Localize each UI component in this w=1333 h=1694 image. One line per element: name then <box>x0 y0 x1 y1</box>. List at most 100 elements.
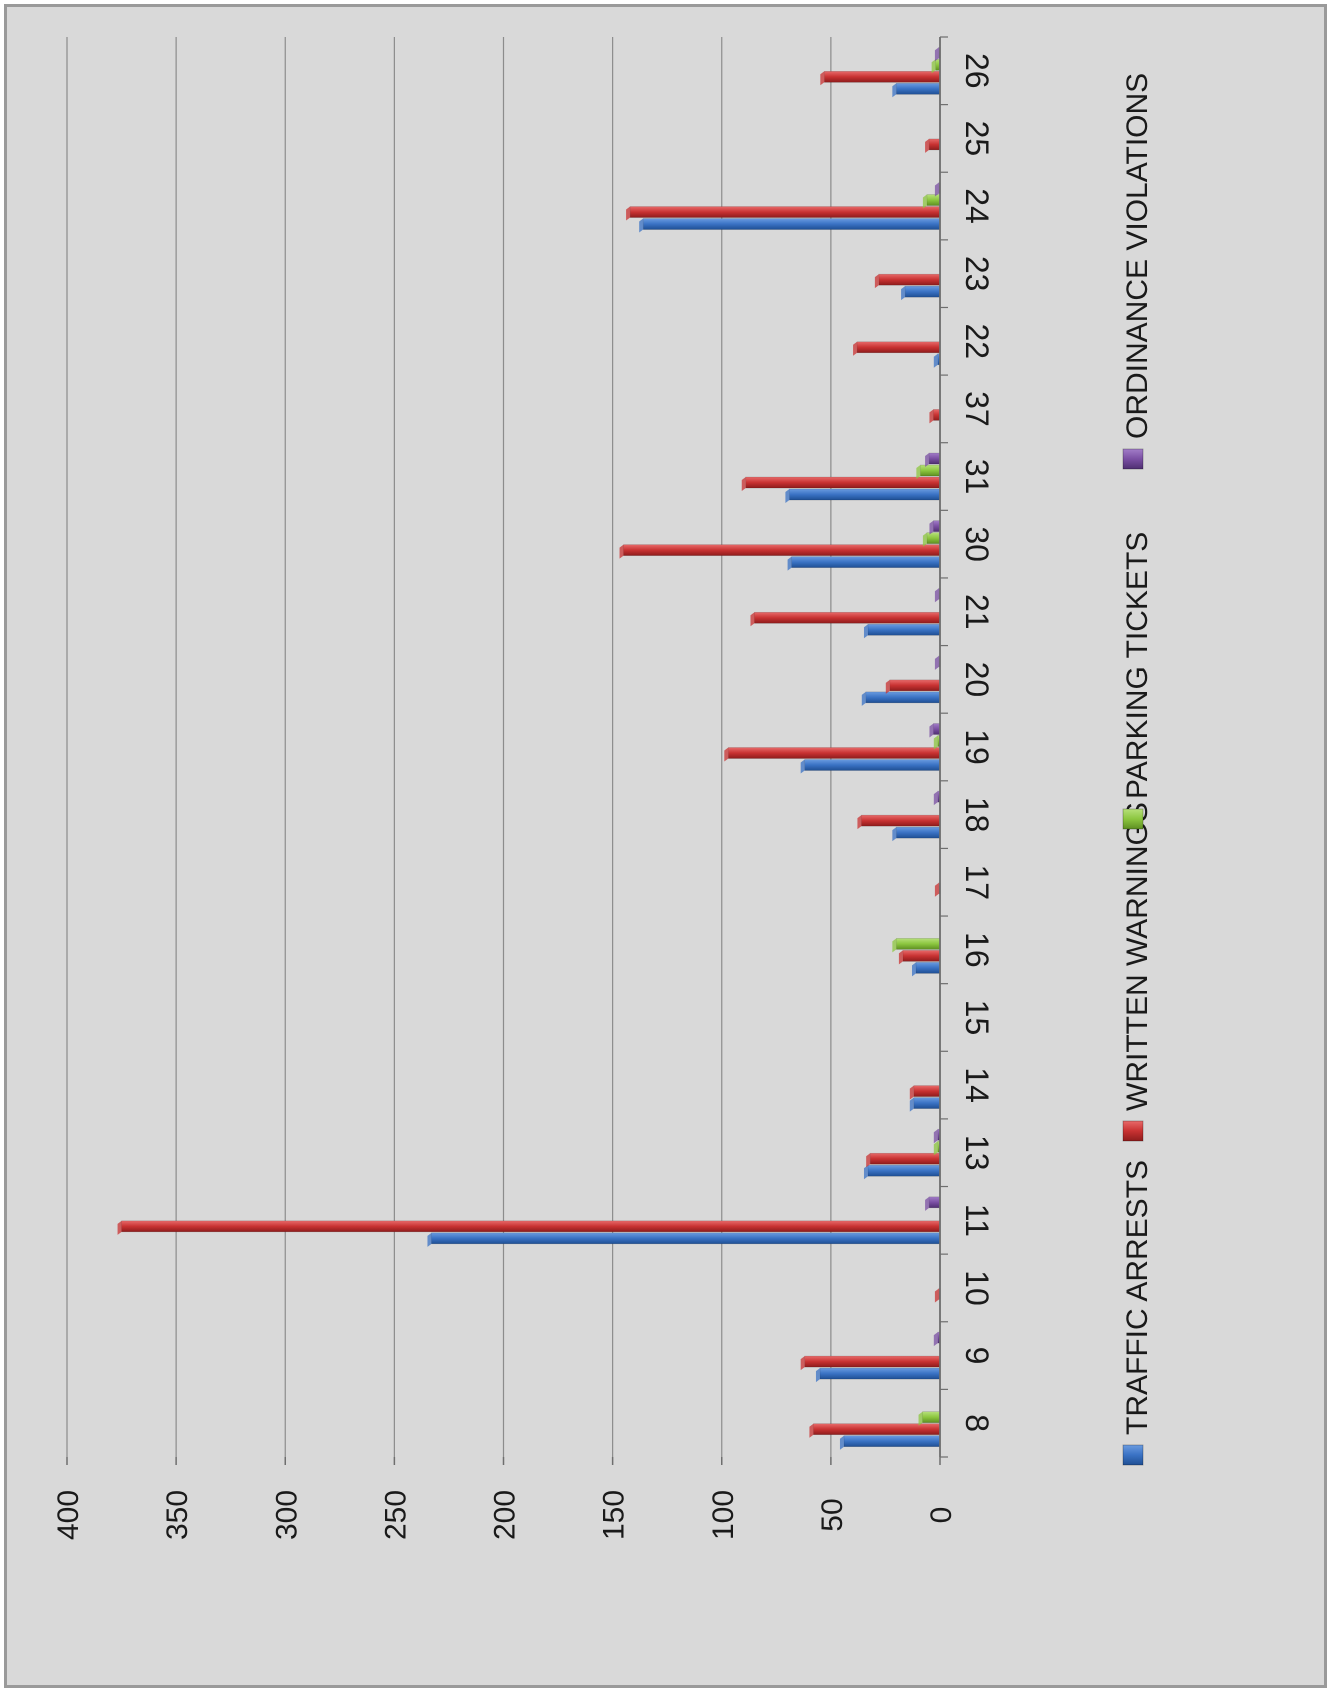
category-label: 26 <box>959 53 995 89</box>
bar-cap <box>787 556 792 571</box>
bar-cap <box>619 544 624 559</box>
legend-item: WRITTEN WARNINGS <box>1121 802 1154 1142</box>
bar-cap <box>934 588 939 603</box>
legend-swatch <box>1122 1120 1144 1142</box>
category-label: 15 <box>959 1000 995 1036</box>
value-axis-tick-label: 250 <box>379 1490 412 1540</box>
legend-swatch <box>1122 1444 1144 1466</box>
bar-parking-tickets <box>920 464 941 477</box>
bar-cap <box>929 520 934 535</box>
bar-cap <box>934 655 939 670</box>
bar-written-warnings <box>121 1220 941 1233</box>
category-label: 19 <box>959 729 995 765</box>
bar-written-warnings <box>913 1085 941 1097</box>
category-label: 18 <box>959 797 995 833</box>
bar-cap <box>929 409 934 424</box>
category-label: 21 <box>959 594 995 630</box>
legend-label: ORDINANCE VIOLATIONS <box>1121 73 1154 439</box>
category-axis: 8 9 10 11 13 14 15 16 17 18 19 20 21 30 31 37 22 23 24 25 26 <box>940 36 995 1458</box>
category-label: 9 <box>959 1347 995 1365</box>
bar-cap <box>874 274 879 289</box>
bar-cap <box>885 679 890 694</box>
bar-cap <box>839 1435 844 1450</box>
bar-cap <box>427 1232 432 1247</box>
bar-traffic-arrests <box>804 759 941 771</box>
bar-traffic-arrests <box>789 488 941 501</box>
bar-traffic-arrests <box>431 1232 941 1245</box>
bar-written-warnings <box>902 950 941 962</box>
bar-cap <box>626 206 631 221</box>
category-label: 16 <box>959 932 995 968</box>
chart-frame: 0 50 100 150 200 250 300 350 400 8 9 10 11 13 14 15 16 1… <box>4 4 1327 1688</box>
value-axis-tick-label: 400 <box>52 1490 85 1540</box>
bar-cap <box>815 1368 820 1383</box>
value-axis-tick-label: 200 <box>489 1490 522 1540</box>
bar-cap <box>933 1332 938 1347</box>
bar-written-warnings <box>889 679 941 692</box>
bar-cap <box>933 791 938 806</box>
category-label: 37 <box>959 391 995 427</box>
bar-cap <box>934 882 939 897</box>
bar-cap <box>933 1129 938 1144</box>
bar-cap <box>892 938 897 953</box>
bar-cap <box>863 624 868 639</box>
bar-cap <box>909 1085 914 1100</box>
bar-parking-tickets <box>922 1411 941 1423</box>
bar-written-warnings <box>861 814 941 827</box>
bar-cap <box>820 71 825 86</box>
category-label: 23 <box>959 256 995 292</box>
bar-written-warnings <box>745 476 941 489</box>
bar-chart: 0 50 100 150 200 250 300 350 400 8 9 10 11 13 14 15 16 1… <box>52 36 1154 1540</box>
category-label: 13 <box>959 1135 995 1171</box>
bar-ordinance-violations <box>928 452 941 465</box>
bar-ordinance-violations <box>933 723 941 735</box>
category-label: 20 <box>959 662 995 698</box>
gridlines <box>66 37 832 1457</box>
bar-cap <box>117 1220 122 1235</box>
bar-cap <box>933 353 938 368</box>
bar-cap <box>934 47 939 62</box>
bar-traffic-arrests <box>913 1097 941 1109</box>
bar-written-warnings <box>727 747 941 759</box>
bar-cap <box>925 453 930 468</box>
bar-cap <box>785 489 790 504</box>
bar-traffic-arrests <box>865 691 941 704</box>
legend-label: WRITTEN WARNINGS <box>1121 802 1154 1111</box>
category-label: 24 <box>959 188 995 224</box>
category-label: 30 <box>959 526 995 562</box>
value-axis-tick-label: 350 <box>161 1490 194 1540</box>
bar-cap <box>931 59 936 74</box>
bar-cap <box>909 1097 914 1112</box>
category-label: 31 <box>959 459 995 495</box>
category-label: 10 <box>959 1270 995 1306</box>
bar-written-warnings <box>623 544 941 556</box>
bar-cap <box>800 759 805 774</box>
bar-cap <box>901 286 906 301</box>
value-axis-tick-label: 300 <box>270 1490 303 1540</box>
bar-written-warnings <box>869 1152 941 1165</box>
value-axis-tick-label: 50 <box>816 1498 849 1531</box>
bar-cap <box>800 1356 805 1371</box>
legend-item: ORDINANCE VIOLATIONS <box>1121 73 1154 470</box>
bar-traffic-arrests <box>843 1435 941 1447</box>
bar-written-warnings <box>856 341 941 354</box>
bar-cap <box>933 1141 938 1156</box>
bar-written-warnings <box>878 273 941 286</box>
bar-cap <box>892 827 897 842</box>
category-label: 8 <box>959 1414 995 1432</box>
bar-cap <box>853 341 858 356</box>
bar-written-warnings <box>824 71 941 83</box>
bar-cap <box>741 477 746 492</box>
value-axis-tick-label: 100 <box>707 1490 740 1540</box>
bar-traffic-arrests <box>642 218 941 230</box>
bar-cap <box>898 950 903 965</box>
bar-cap <box>861 691 866 706</box>
bar-cap <box>934 1288 939 1303</box>
bar-parking-tickets <box>926 194 941 206</box>
bar-traffic-arrests <box>915 962 941 974</box>
bar-cap <box>911 962 916 977</box>
bar-cap <box>857 815 862 830</box>
category-label: 17 <box>959 864 995 900</box>
bar-cap <box>916 465 921 480</box>
